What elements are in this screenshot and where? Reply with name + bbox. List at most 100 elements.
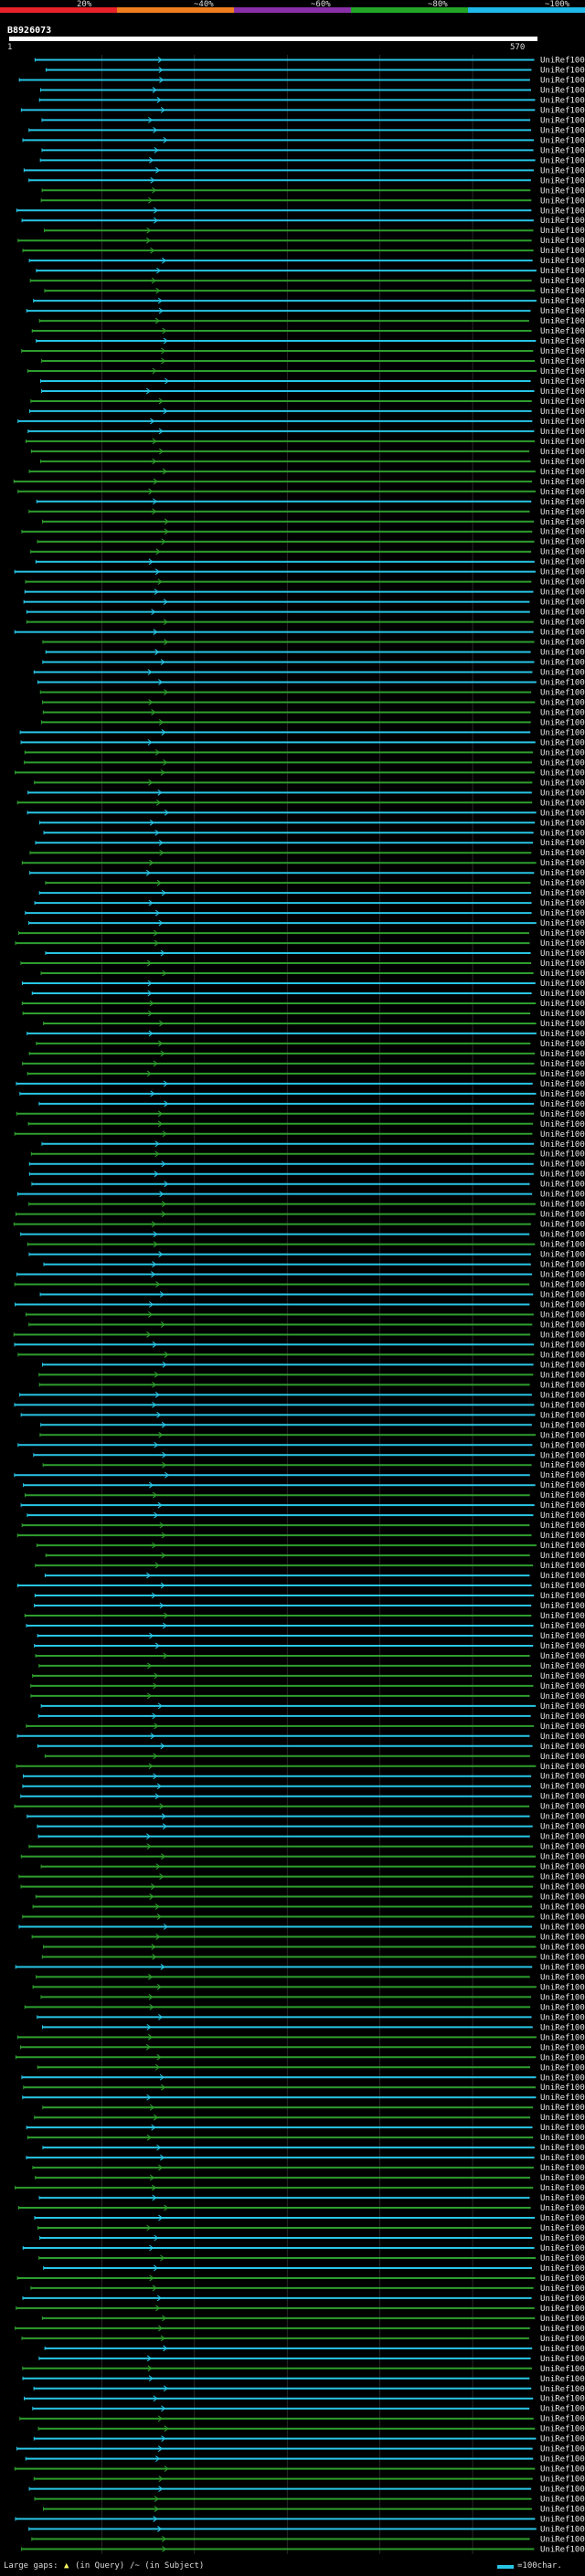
hit-label: UniRef100_B6K5M4 — [540, 1823, 585, 1832]
hit-label: UniRef100_A1Y8Q9 — [540, 1963, 585, 1972]
hit-row: UniRef100_B2VZT6 — [41, 1140, 585, 1150]
hit-row: UniRef100_Q0C6E9 — [31, 1933, 585, 1942]
legend-scale-label: =100char. — [517, 2561, 562, 2571]
hit-row: UniRef100_B3NE16 — [20, 738, 585, 747]
scale-band-label: ~80% — [428, 0, 448, 9]
gap-marker — [151, 1944, 156, 1950]
hit-label: UniRef100_A3SEV5 — [540, 1924, 585, 1933]
hit-row: UniRef100_C5D173 — [21, 1000, 585, 1009]
gap-marker — [147, 669, 153, 675]
hit-row: UniRef100_Q0Q7T0 — [16, 1532, 585, 1541]
gap-marker — [164, 528, 169, 535]
gap-marker — [153, 1231, 158, 1238]
hit-label: UniRef100_B6FUV1 — [540, 2345, 585, 2354]
hit-row: UniRef100_C1EGL9 — [27, 367, 585, 376]
hit-label: UniRef100_Q0CZS2 — [540, 2264, 585, 2274]
hit-label: UniRef100_P21911 — [540, 609, 585, 618]
hit-row: UniRef100_B8LL71 — [25, 1310, 585, 1320]
hit-row: UniRef100_C4JPG2 — [22, 1060, 585, 1069]
hit-label: UniRef100_A7RQZ4 — [540, 2144, 585, 2153]
gap-marker — [152, 508, 157, 515]
gap-marker — [146, 959, 153, 967]
hit-row: UniRef100_B4P190 — [41, 718, 585, 727]
hit-row: UniRef100_B6K5M4 — [37, 1823, 585, 1832]
hit-label: UniRef100_Q0QFE1 — [540, 2224, 585, 2233]
hit-row: UniRef100_A5EDY7 — [36, 1973, 585, 1982]
hit-row: UniRef100_B3CVL5 — [34, 1592, 585, 1601]
hit-row: UniRef100_B4HQC4 — [19, 728, 585, 737]
hit-row: UniRef100_A5DJ38 — [34, 899, 585, 908]
hit-row: UniRef100_Q6C0I2 — [34, 2114, 585, 2123]
gap-marker — [157, 57, 163, 63]
hit-row: UniRef100_Q7MF83 — [44, 227, 585, 236]
gap-marker — [156, 879, 162, 886]
hit-label: UniRef100_Q0QEZ2 — [540, 2073, 585, 2083]
gap-marker — [163, 1652, 168, 1659]
hit-row: UniRef100_UP1000... — [42, 1461, 585, 1470]
gap-marker — [159, 1191, 165, 1198]
hit-label: UniRef100_Q43LQ4 — [540, 408, 585, 417]
hit-row: UniRef100_B8BY14 — [29, 869, 585, 878]
gap-marker — [162, 970, 167, 977]
hit-row: UniRef100_A8GQK1 — [27, 1030, 585, 1039]
hit-label: UniRef100_A8EXB2 — [540, 1421, 585, 1430]
hit-row: UniRef100_Q29GX9 — [14, 629, 585, 638]
gap-marker — [152, 2284, 157, 2292]
scale-band — [468, 7, 585, 13]
hit-label: UniRef100_B5J211 — [540, 2325, 585, 2334]
hit-label: UniRef100_C7LEO0 — [540, 2496, 585, 2505]
gap-marker — [159, 1521, 165, 1529]
hit-label: UniRef100_A6UDD5 — [540, 2506, 585, 2515]
hit-row: UniRef100_UP1000... — [21, 217, 585, 226]
gap-marker — [154, 829, 160, 836]
gap-marker — [149, 2274, 154, 2282]
hit-label: UniRef100_A6SK44 — [540, 1120, 585, 1129]
gap-marker — [146, 1331, 152, 1338]
hit-row: UniRef100_A9TZU6 — [28, 176, 585, 186]
hit-label: UniRef100_Q0QEY8 — [540, 1050, 585, 1059]
hit-row: UniRef100_B3KZ71 — [14, 1401, 585, 1410]
hit-label: UniRef100_C5DMH3 — [540, 1793, 585, 1802]
hit-row: UniRef100_B9P7U2 — [21, 528, 585, 537]
gap-marker — [145, 387, 152, 395]
hit-row: UniRef100_A6Q509 — [30, 1682, 585, 1691]
hit-row: UniRef100_Q0CZS2 — [43, 2264, 585, 2274]
hit-label: UniRef100_Q1A445 — [540, 2355, 585, 2364]
hit-row: UniRef100_P21913 — [20, 959, 585, 969]
hit-row: UniRef100_A3WBW1 — [39, 2234, 585, 2243]
hit-label: UniRef100_UP1000... — [540, 1181, 585, 1190]
hit-label: UniRef100_P95480 — [540, 1632, 585, 1641]
gap-marker — [162, 468, 167, 475]
gap-marker — [161, 1552, 166, 1559]
gap-marker — [150, 1733, 155, 1740]
gap-marker — [152, 87, 157, 93]
hit-row: UniRef100_Q0QEY7 — [39, 1431, 585, 1440]
hit-label: UniRef100_Q3TE45 — [540, 1070, 585, 1079]
hit-row: UniRef100_B7QBL9 — [33, 2435, 585, 2444]
gap-marker — [162, 1622, 168, 1629]
hit-label: UniRef100_B2KXV1 — [540, 1521, 585, 1531]
gap-marker — [152, 2194, 157, 2201]
gap-marker — [154, 568, 160, 576]
gap-marker — [146, 2094, 152, 2101]
hit-row: UniRef100_A1Y8Q9 — [15, 1963, 585, 1972]
gap-marker — [151, 709, 156, 716]
hit-row: UniRef100_UP1000... — [33, 297, 585, 306]
scale-band — [117, 7, 234, 13]
gap-marker — [154, 588, 159, 596]
hit-label: UniRef100_Q9FJP9 — [540, 669, 585, 678]
gap-marker — [152, 1261, 157, 1267]
hit-label: UniRef100_A5VEW6 — [540, 1652, 585, 1661]
gap-marker — [146, 1070, 152, 1077]
gap-marker — [156, 799, 162, 806]
hit-row: UniRef100_Q0Q0K0 — [16, 1080, 585, 1089]
hit-row: UniRef100_Q0QEY0 — [43, 1943, 585, 1952]
hit-label: UniRef100_Q0QEZ4 — [540, 1803, 585, 1812]
gap-marker — [164, 2425, 169, 2433]
gap-marker — [162, 1130, 167, 1138]
hit-row: UniRef100_C4Y7R5 — [13, 1330, 585, 1340]
hit-row: UniRef100_A8RD04 — [24, 758, 585, 768]
hit-label: UniRef100_C1EGL9 — [540, 367, 585, 376]
gap-marker — [159, 1803, 165, 1810]
hit-row: UniRef100_Q0QEZ9 — [28, 2526, 585, 2535]
